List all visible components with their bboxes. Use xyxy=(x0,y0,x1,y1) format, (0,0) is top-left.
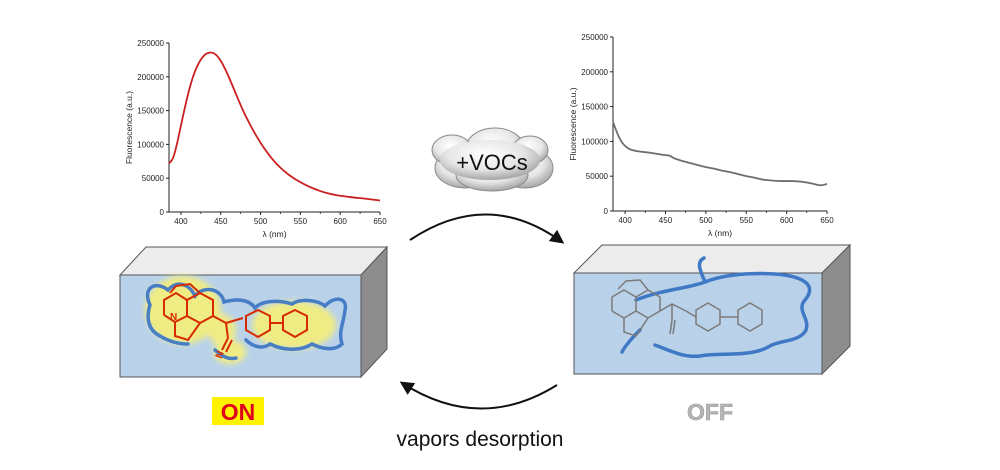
y-tick-label: 0 xyxy=(604,207,609,216)
x-tick-label: 400 xyxy=(174,217,188,226)
x-tick-label: 500 xyxy=(254,217,268,226)
chart-off: 0 50000 100000 150000 200000 250000 400 450 500 5… xyxy=(568,33,834,238)
y-tick-label: 100000 xyxy=(581,137,608,146)
x-tick-label: 650 xyxy=(820,216,834,225)
x-tick-label: 600 xyxy=(334,217,348,226)
reverse-arrow xyxy=(399,381,558,410)
on-n-atom: N xyxy=(170,312,177,323)
y-axis-label: Fluorescence (a.u.) xyxy=(568,87,578,160)
y-tick-label: 50000 xyxy=(586,172,609,181)
molecule-off xyxy=(611,279,763,337)
y-tick-label: 250000 xyxy=(137,39,164,48)
y-tick-label: 100000 xyxy=(137,140,164,149)
forward-arrow xyxy=(409,213,565,244)
y-axis-label: Fluorescence (a.u.) xyxy=(124,91,134,164)
y-tick-label: 200000 xyxy=(137,73,164,82)
x-tick-label: 550 xyxy=(740,216,754,225)
on-label-bg xyxy=(212,397,264,425)
desorption-label: vapors desorption xyxy=(397,428,564,451)
film-box-off xyxy=(572,243,852,376)
on-cn-atom: N xyxy=(214,350,227,361)
off-label: OFF xyxy=(687,399,733,425)
series-line xyxy=(168,51,381,202)
x-tick-label: 450 xyxy=(214,217,228,226)
y-tick-label: 150000 xyxy=(581,103,608,112)
chart-on: 0 50000 100000 150000 200000 250000 400 450 500 5… xyxy=(124,39,387,239)
x-tick-label: 500 xyxy=(699,216,713,225)
molecule-on xyxy=(163,282,308,353)
vocs-cloud: +VOCs xyxy=(431,127,554,192)
x-tick-label: 550 xyxy=(294,217,308,226)
x-tick-label: 650 xyxy=(373,217,387,226)
y-tick-label: 200000 xyxy=(581,68,608,77)
series-line xyxy=(612,121,828,187)
x-axis-label: λ (nm) xyxy=(262,229,286,239)
x-tick-label: 400 xyxy=(618,216,632,225)
polymer-chain-on xyxy=(145,282,348,361)
x-tick-label: 600 xyxy=(780,216,794,225)
y-tick-label: 50000 xyxy=(142,174,165,183)
on-label: ON xyxy=(221,399,256,425)
y-tick-label: 0 xyxy=(160,208,165,217)
x-axis-label: λ (nm) xyxy=(708,228,732,238)
y-tick-label: 150000 xyxy=(137,107,164,116)
y-tick-label: 250000 xyxy=(581,33,608,42)
vocs-label: +VOCs xyxy=(456,150,528,175)
x-tick-label: 450 xyxy=(659,216,673,225)
